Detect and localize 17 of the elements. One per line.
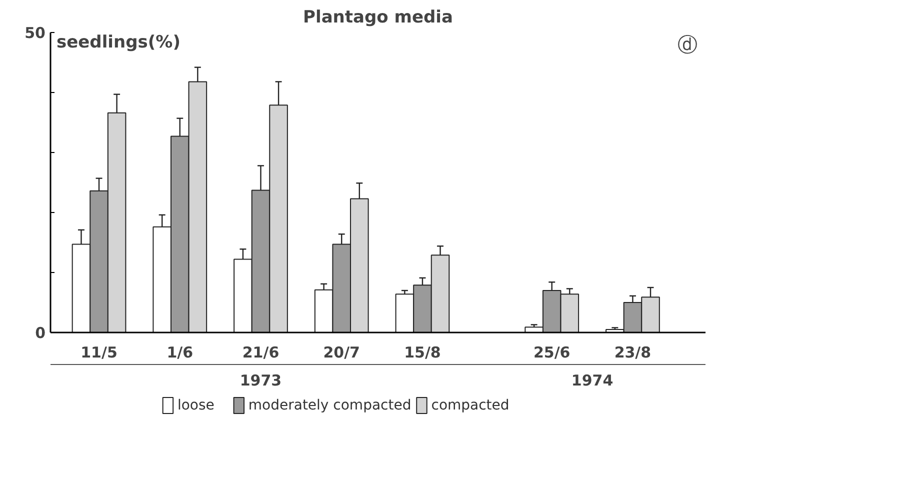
text: 1974: [571, 372, 614, 390]
annotation: ⓓ: [678, 32, 698, 56]
y-tick-label: 50: [24, 24, 46, 42]
x-tick-label: 23/8: [614, 344, 652, 362]
y-tick-label: 0: [35, 324, 46, 342]
x-tick-label: 25/6: [533, 344, 570, 362]
legend-label: loose: [177, 398, 214, 414]
x-tick-label: 20/7: [323, 344, 360, 362]
x-tick-label: 1/6: [166, 344, 194, 362]
legend-label: moderately compacted: [248, 398, 412, 414]
x-tick-label: 21/6: [242, 344, 280, 362]
chart-title: Plantago media: [303, 8, 453, 28]
text: 1973: [240, 372, 282, 390]
y-axis-title: seedlings(%): [56, 32, 180, 52]
legend-label: compacted: [431, 398, 510, 414]
x-tick-label: 15/8: [404, 344, 441, 362]
x-tick-label: 11/5: [80, 344, 118, 362]
